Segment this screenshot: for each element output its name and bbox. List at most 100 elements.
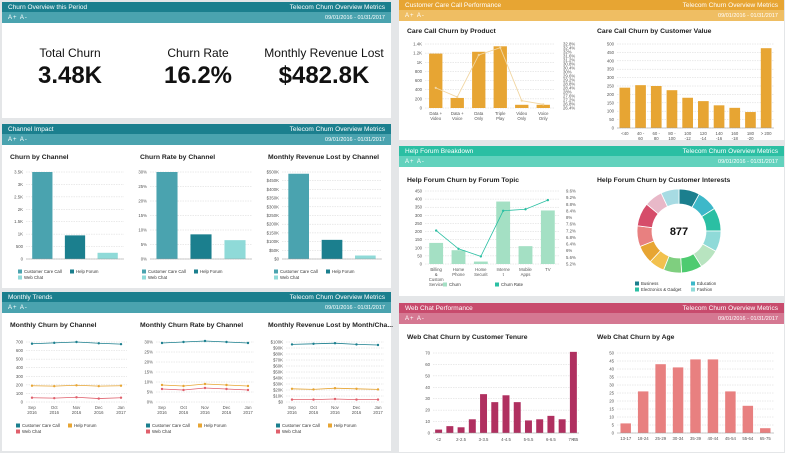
kpi-value: $482.8K [278, 62, 370, 89]
tick-label-right: 26.4% [563, 106, 575, 111]
bar [429, 242, 444, 264]
bar [446, 426, 454, 433]
tick-label: $450K [267, 178, 280, 183]
data-point [53, 341, 56, 345]
tick-label: 15 [609, 407, 614, 412]
data-point [246, 388, 250, 392]
legend-label: Customer Care Call [282, 423, 320, 428]
font-size-toggle[interactable]: A+ A- [405, 315, 425, 322]
x-tick-label: Interne t [496, 267, 510, 277]
x-tick-label: 140 -16 [715, 131, 723, 141]
legend-label: Churn [449, 282, 461, 287]
bar [698, 101, 709, 128]
tick-label: 200 [16, 382, 24, 387]
bar [97, 252, 118, 259]
tick-label: $100K [271, 340, 284, 345]
legend-label: Web Chat [280, 275, 300, 280]
data-point [53, 396, 56, 400]
chart-title: Care Call Churn by Customer Value [597, 28, 712, 35]
x-tick-label: Data + Video [429, 111, 442, 121]
tick-label: 500 [607, 42, 615, 47]
data-point [479, 255, 483, 258]
data-point [30, 396, 34, 399]
tick-label: 200 [607, 92, 615, 97]
x-tick-label: > 200 [761, 131, 772, 136]
data-point [182, 388, 185, 392]
help-forum-metrics-label: Telecom Churn Overview Metrics [682, 147, 778, 155]
tick-label-right: 31.2% [563, 58, 575, 63]
data-point [75, 384, 78, 387]
tick-label-right: 8% [566, 215, 572, 220]
chart-title: Monthly Churn by Channel [10, 322, 97, 329]
bar [450, 97, 464, 108]
monthly-trends-charts: 0 100 200 300 400 500 600 700 Sep 2016 Oct 2016 Nov 2… [16, 339, 384, 434]
font-size-toggle[interactable]: A+ A- [8, 136, 28, 143]
bar [64, 235, 86, 259]
legend-swatch [146, 423, 150, 428]
x-tick-label: 65-75 [760, 436, 772, 441]
data-point [333, 387, 337, 390]
font-size-toggle[interactable]: A+ A- [405, 158, 425, 165]
kpi-value: 3.48K [37, 62, 103, 89]
tick-label: $20K [273, 388, 283, 393]
tick-label: $50K [273, 370, 283, 375]
bar [707, 359, 719, 433]
tick-label: $300K [267, 204, 280, 209]
data-point [501, 209, 505, 212]
x-tick-label: 3-3.5 [479, 437, 489, 442]
data-point [225, 387, 228, 391]
font-size-toggle[interactable]: A+ A- [8, 14, 28, 21]
data-point [203, 339, 207, 343]
bar [32, 172, 53, 259]
tick-label: $0 [278, 400, 283, 405]
x-tick-label: 4-4.5 [501, 437, 511, 442]
tick-label-right: 29.6% [563, 74, 575, 79]
x-tick-label: 60 -80 [653, 131, 661, 141]
tick-label: 15% [144, 370, 153, 375]
kpi-label: Monthly Revenue Lost [264, 46, 384, 60]
tick-label-right: 28.8% [563, 82, 575, 87]
font-size-toggle[interactable]: A+ A- [405, 12, 425, 19]
x-tick-label: 40-44 [707, 436, 719, 441]
legend-label: Customer Care Call [24, 269, 62, 274]
bar [524, 420, 532, 433]
data-point [290, 343, 294, 346]
bar [760, 428, 771, 433]
x-tick-label: Dec 2016 [222, 405, 232, 415]
tick-label-right: 31.6% [563, 54, 575, 59]
tick-label: 30 [425, 396, 430, 401]
tick-label-right: 9.2% [566, 195, 576, 200]
data-point [160, 383, 164, 387]
bar [515, 104, 529, 108]
overview-title: Churn Overview this Period [8, 3, 88, 11]
tick-label-right: 7.6% [566, 222, 576, 227]
legend-swatch [70, 269, 74, 274]
tick-label: 0 [612, 431, 615, 436]
legend-label: Web Chat [152, 429, 172, 434]
bar [569, 351, 577, 433]
kpi-churn-rate: Churn Rate 16.2% [138, 46, 258, 90]
x-tick-label: 55-64 [742, 436, 754, 441]
x-tick-label: Sep 2016 [27, 405, 37, 415]
font-size-toggle[interactable]: A+ A- [8, 304, 28, 311]
data-point [333, 397, 337, 401]
bar [745, 112, 756, 128]
x-tick-label: 6-6.5 [546, 437, 556, 442]
x-tick-label: Nov 2016 [330, 405, 340, 415]
x-tick-label: Jan 2017 [373, 405, 383, 415]
tick-label-right: 6.4% [566, 242, 576, 247]
tick-label: 20 [425, 408, 430, 413]
tick-label: 0% [141, 257, 147, 262]
data-point [119, 342, 123, 346]
tick-label-right: 5.2% [566, 262, 576, 267]
data-point [246, 341, 250, 345]
donut-slice [660, 188, 680, 208]
help-forum-title: Help Forum Breakdown [405, 147, 474, 155]
data-point [376, 388, 380, 391]
tick-label: 0 [612, 126, 615, 131]
bar [480, 394, 488, 433]
legend-label: Electronics & Gadget [641, 287, 682, 292]
data-point [546, 198, 550, 202]
legend-swatch [18, 275, 22, 280]
x-tick-label: 35-39 [690, 436, 702, 441]
